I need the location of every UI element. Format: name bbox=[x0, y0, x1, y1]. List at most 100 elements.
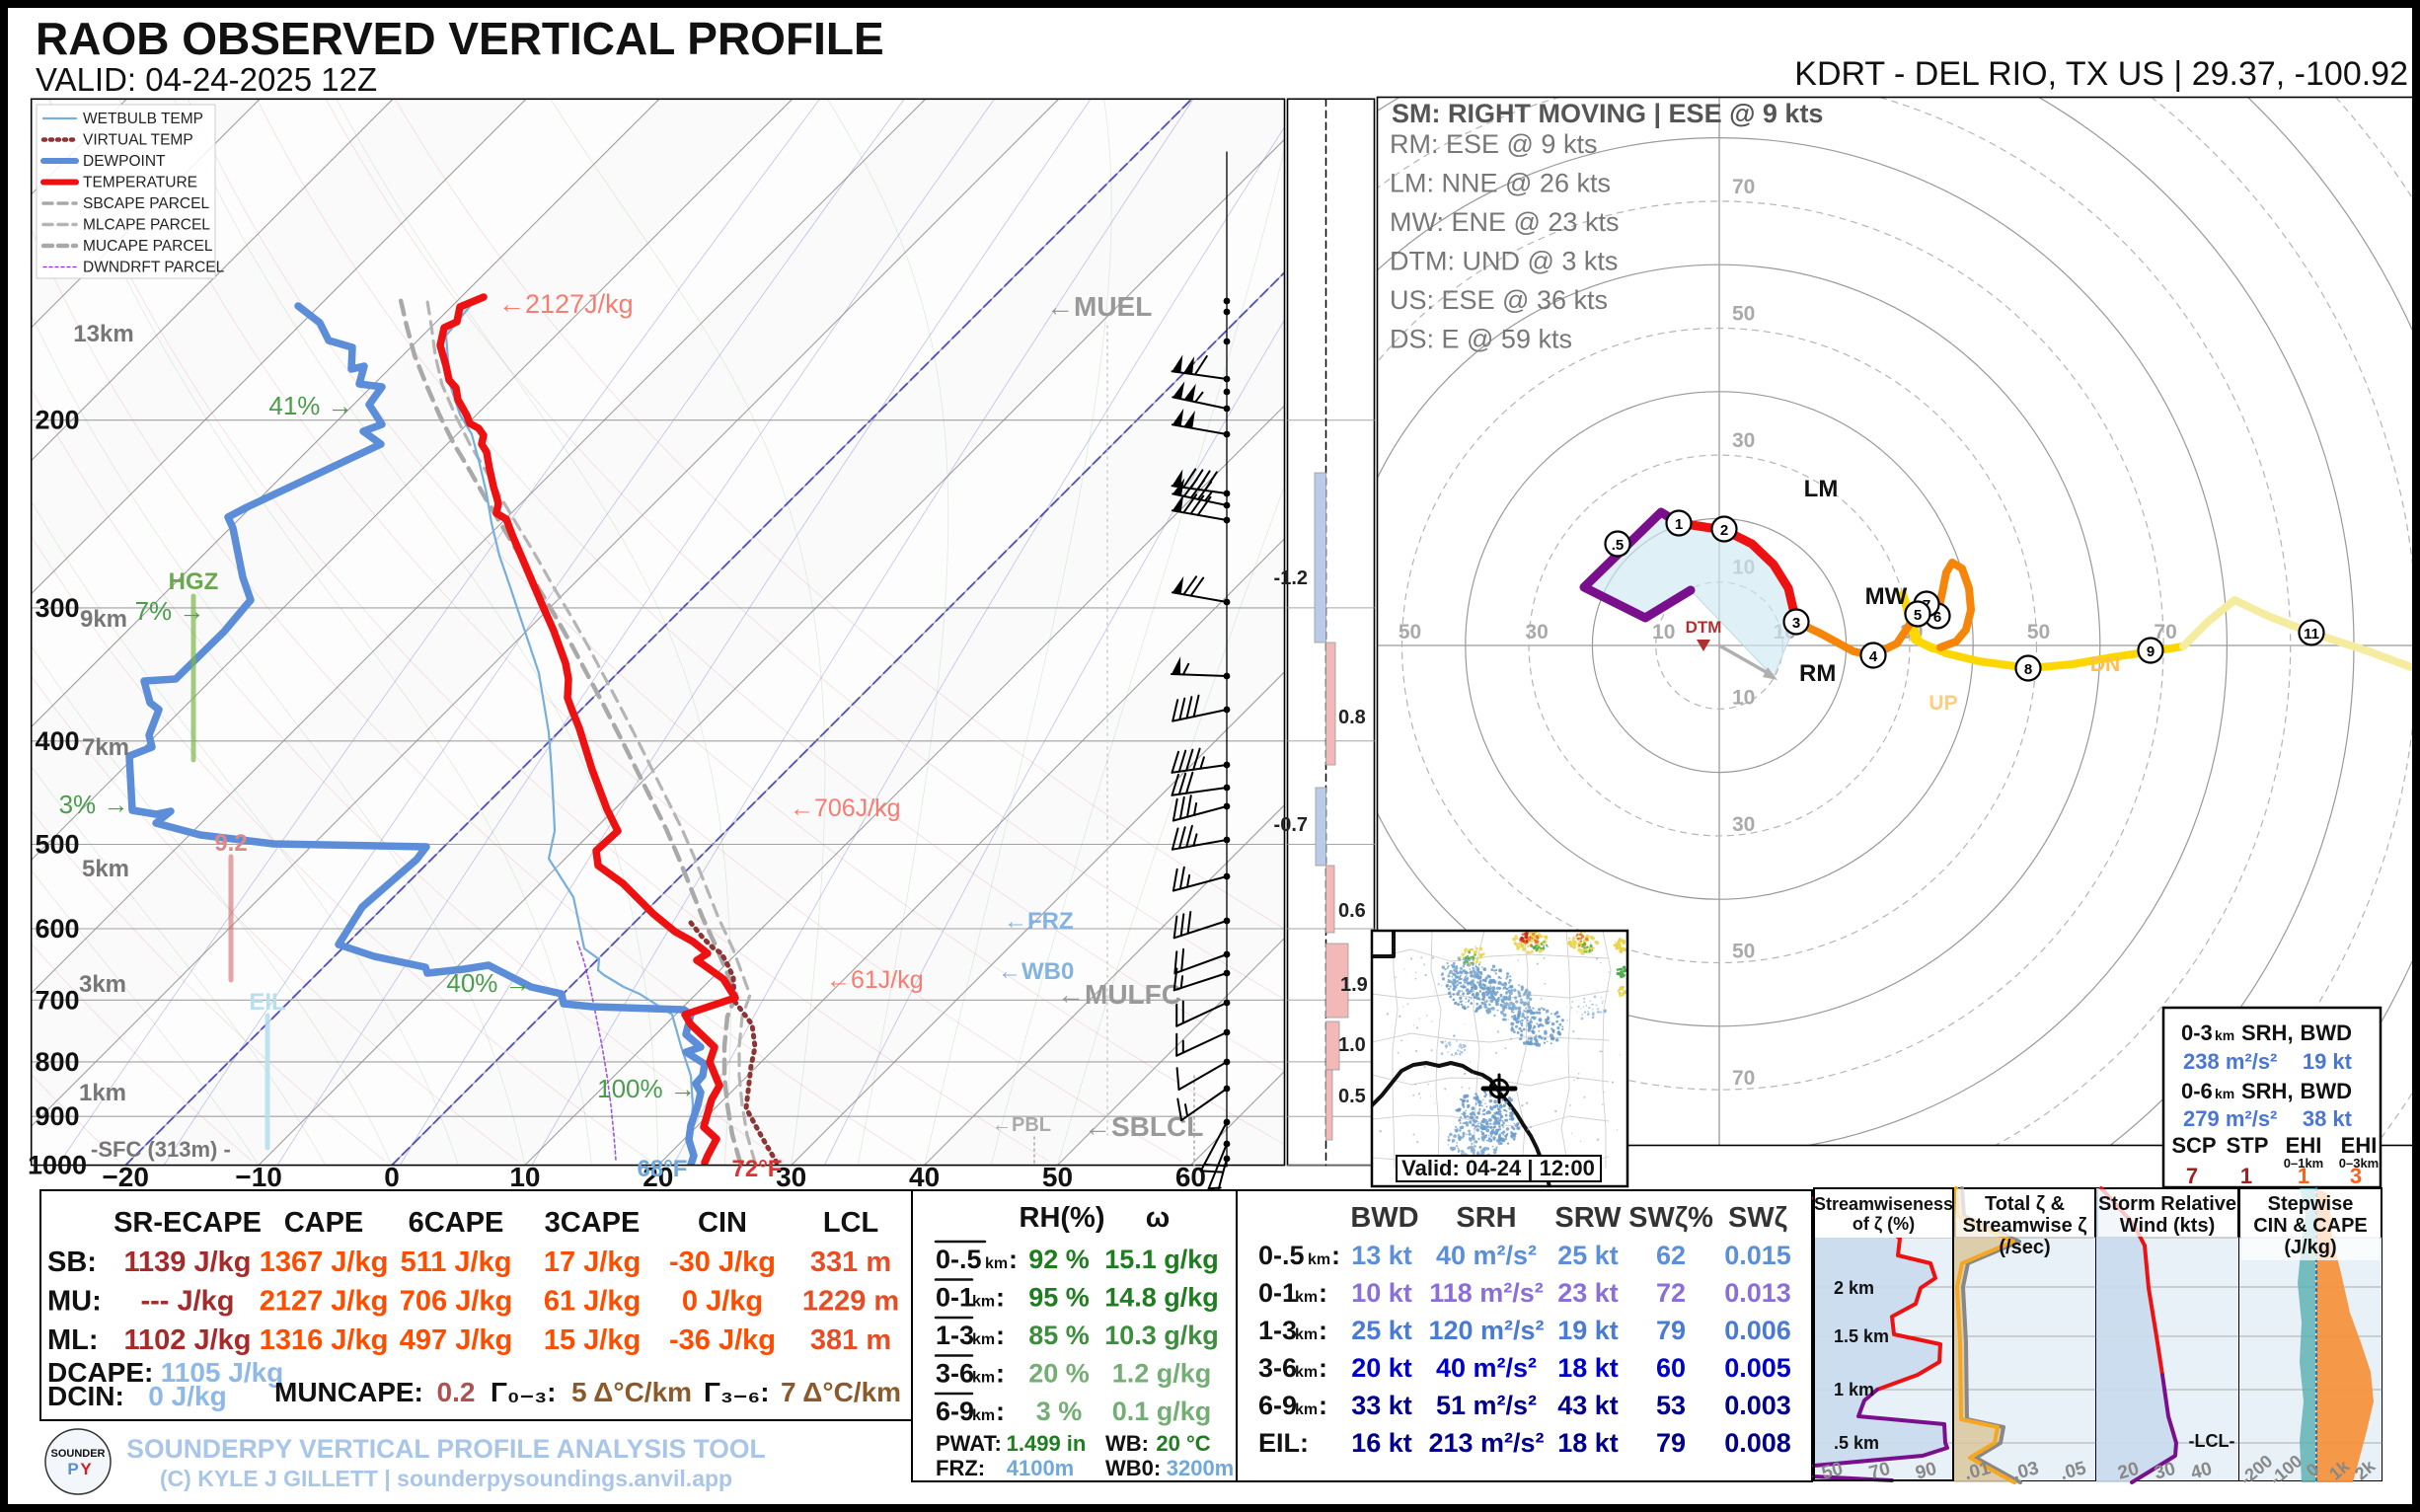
svg-text:5km: 5km bbox=[82, 856, 129, 882]
svg-text:40 m²/s²: 40 m²/s² bbox=[1436, 1241, 1537, 1270]
svg-text:0.006: 0.006 bbox=[1724, 1316, 1791, 1345]
svg-text:-0.7: -0.7 bbox=[1274, 814, 1308, 836]
svg-text:6: 6 bbox=[1933, 609, 1941, 626]
svg-text:1.5 km: 1.5 km bbox=[1834, 1326, 1889, 1346]
svg-text:PWAT:: PWAT: bbox=[936, 1431, 1002, 1456]
svg-text:381 m: 381 m bbox=[810, 1324, 891, 1356]
svg-text:←PBL: ←PBL bbox=[992, 1114, 1051, 1136]
svg-text:13 kt: 13 kt bbox=[1351, 1241, 1412, 1270]
svg-text:Valid: 04-24 | 12:00: Valid: 04-24 | 12:00 bbox=[1401, 1156, 1595, 1180]
svg-text:20: 20 bbox=[643, 1162, 673, 1192]
svg-text:7 Δ°C/km: 7 Δ°C/km bbox=[781, 1377, 901, 1407]
svg-text:US: ESE @ 36 kts: US: ESE @ 36 kts bbox=[1390, 285, 1608, 315]
svg-text:70: 70 bbox=[2154, 621, 2176, 643]
svg-text:79: 79 bbox=[1656, 1428, 1686, 1458]
svg-text:0.003: 0.003 bbox=[1724, 1391, 1791, 1420]
svg-text:←61J/kg: ←61J/kg bbox=[826, 966, 924, 994]
svg-text:213 m²/s²: 213 m²/s² bbox=[1428, 1428, 1544, 1458]
svg-text:WB0:: WB0: bbox=[1105, 1456, 1161, 1480]
svg-text:18 kt: 18 kt bbox=[1557, 1353, 1619, 1383]
svg-text:MLCAPE PARCEL: MLCAPE PARCEL bbox=[83, 217, 210, 234]
svg-text:20 %: 20 % bbox=[1028, 1359, 1090, 1389]
svg-text:0.005: 0.005 bbox=[1724, 1353, 1791, 1383]
svg-text:10.3 g/kg: 10.3 g/kg bbox=[1104, 1321, 1219, 1350]
svg-text:2 km: 2 km bbox=[1834, 1278, 1874, 1298]
svg-text:3% →: 3% → bbox=[59, 790, 129, 819]
svg-text::: : bbox=[1319, 1316, 1327, 1345]
svg-text:3-6: 3-6 bbox=[1258, 1353, 1297, 1383]
svg-text:40 m²/s²: 40 m²/s² bbox=[1436, 1353, 1537, 1383]
svg-text:FRZ:: FRZ: bbox=[936, 1456, 985, 1480]
svg-text:0-1: 0-1 bbox=[1258, 1278, 1297, 1308]
svg-text:7km: 7km bbox=[82, 734, 129, 761]
svg-text:3 %: 3 % bbox=[1036, 1397, 1083, 1426]
svg-text:SB:: SB: bbox=[47, 1247, 97, 1278]
svg-text:←SBLCL: ←SBLCL bbox=[1084, 1111, 1203, 1142]
svg-text:EHI: EHI bbox=[2341, 1133, 2378, 1158]
svg-text:70: 70 bbox=[1732, 176, 1755, 198]
svg-text:8: 8 bbox=[2024, 661, 2032, 678]
svg-text:30: 30 bbox=[776, 1162, 806, 1192]
svg-text:EIL: EIL bbox=[249, 989, 285, 1016]
svg-text:LM: LM bbox=[1804, 476, 1839, 502]
svg-text::: : bbox=[1331, 1241, 1340, 1270]
svg-text:CIN & CAPE: CIN & CAPE bbox=[2253, 1215, 2368, 1237]
svg-text:43 kt: 43 kt bbox=[1557, 1391, 1619, 1420]
svg-text:1-3: 1-3 bbox=[936, 1321, 974, 1350]
svg-text:51 m²/s²: 51 m²/s² bbox=[1436, 1391, 1537, 1420]
svg-text:RM: RM bbox=[1799, 660, 1836, 687]
svg-text:1.2 g/kg: 1.2 g/kg bbox=[1112, 1359, 1212, 1389]
svg-text:1.499 in: 1.499 in bbox=[1007, 1431, 1087, 1456]
svg-text:of ζ (%): of ζ (%) bbox=[1853, 1214, 1915, 1235]
svg-text::: : bbox=[996, 1321, 1005, 1350]
svg-text:61 J/kg: 61 J/kg bbox=[544, 1286, 641, 1318]
svg-text:0-3: 0-3 bbox=[2181, 1021, 2213, 1045]
svg-text:←WB0: ←WB0 bbox=[998, 958, 1074, 985]
svg-text:0.008: 0.008 bbox=[1724, 1428, 1791, 1458]
svg-text:700: 700 bbox=[35, 985, 79, 1015]
svg-text:2127 J/kg: 2127 J/kg bbox=[260, 1286, 389, 1318]
svg-text::: : bbox=[996, 1283, 1005, 1313]
svg-text:11: 11 bbox=[2304, 626, 2319, 643]
svg-text:DCIN:: DCIN: bbox=[47, 1381, 124, 1411]
svg-text:Wind (kts): Wind (kts) bbox=[2120, 1215, 2215, 1237]
svg-text:0–3km: 0–3km bbox=[2339, 1156, 2379, 1171]
svg-text:3200m: 3200m bbox=[1167, 1456, 1235, 1480]
svg-text:0–1km: 0–1km bbox=[2284, 1156, 2323, 1171]
svg-text:9: 9 bbox=[2147, 643, 2155, 660]
svg-text:Streamwiseness: Streamwiseness bbox=[1814, 1194, 1953, 1214]
svg-text:70: 70 bbox=[1732, 1067, 1755, 1090]
svg-text:1-3: 1-3 bbox=[1258, 1316, 1297, 1345]
svg-text:LCL: LCL bbox=[823, 1207, 878, 1239]
svg-text:38 kt: 38 kt bbox=[2303, 1106, 2353, 1131]
svg-text:30: 30 bbox=[1732, 813, 1755, 836]
svg-text:SRH,: SRH, bbox=[2241, 1079, 2294, 1103]
svg-text:0-6: 0-6 bbox=[2181, 1079, 2213, 1103]
svg-text:2: 2 bbox=[1720, 522, 1728, 539]
svg-text:1.0: 1.0 bbox=[1338, 1034, 1366, 1056]
svg-text:km: km bbox=[1295, 1401, 1318, 1418]
svg-text:40% →: 40% → bbox=[446, 968, 530, 998]
svg-text:16 kt: 16 kt bbox=[1351, 1428, 1412, 1458]
svg-text:0 J/kg: 0 J/kg bbox=[148, 1381, 226, 1411]
svg-text:30: 30 bbox=[1732, 429, 1755, 452]
svg-text:Γ₀₋₃:: Γ₀₋₃: bbox=[491, 1377, 557, 1407]
svg-text:RM: ESE @ 9 kts: RM: ESE @ 9 kts bbox=[1390, 129, 1597, 159]
svg-text:VALID: 04-24-2025 12Z: VALID: 04-24-2025 12Z bbox=[36, 61, 377, 98]
svg-text:41% →: 41% → bbox=[268, 391, 352, 420]
svg-text:40: 40 bbox=[909, 1162, 940, 1192]
svg-text:0: 0 bbox=[384, 1162, 400, 1192]
svg-text:LM: NNE @ 26 kts: LM: NNE @ 26 kts bbox=[1390, 169, 1611, 198]
svg-text:SCP: SCP bbox=[2171, 1133, 2216, 1158]
svg-text:BWD: BWD bbox=[2300, 1021, 2352, 1045]
svg-text:−20: −20 bbox=[102, 1162, 149, 1192]
svg-text:-1.2: -1.2 bbox=[1274, 567, 1308, 589]
svg-text:km: km bbox=[972, 1331, 995, 1348]
svg-text:53: 53 bbox=[1656, 1391, 1686, 1420]
svg-text:km: km bbox=[1295, 1364, 1318, 1381]
svg-text:600: 600 bbox=[35, 914, 79, 944]
svg-text:MW: ENE @ 23 kts: MW: ENE @ 23 kts bbox=[1390, 207, 1619, 237]
svg-text:P: P bbox=[67, 1460, 78, 1478]
svg-text:DTM: DTM bbox=[1686, 618, 1722, 637]
svg-text:60: 60 bbox=[1175, 1162, 1206, 1192]
